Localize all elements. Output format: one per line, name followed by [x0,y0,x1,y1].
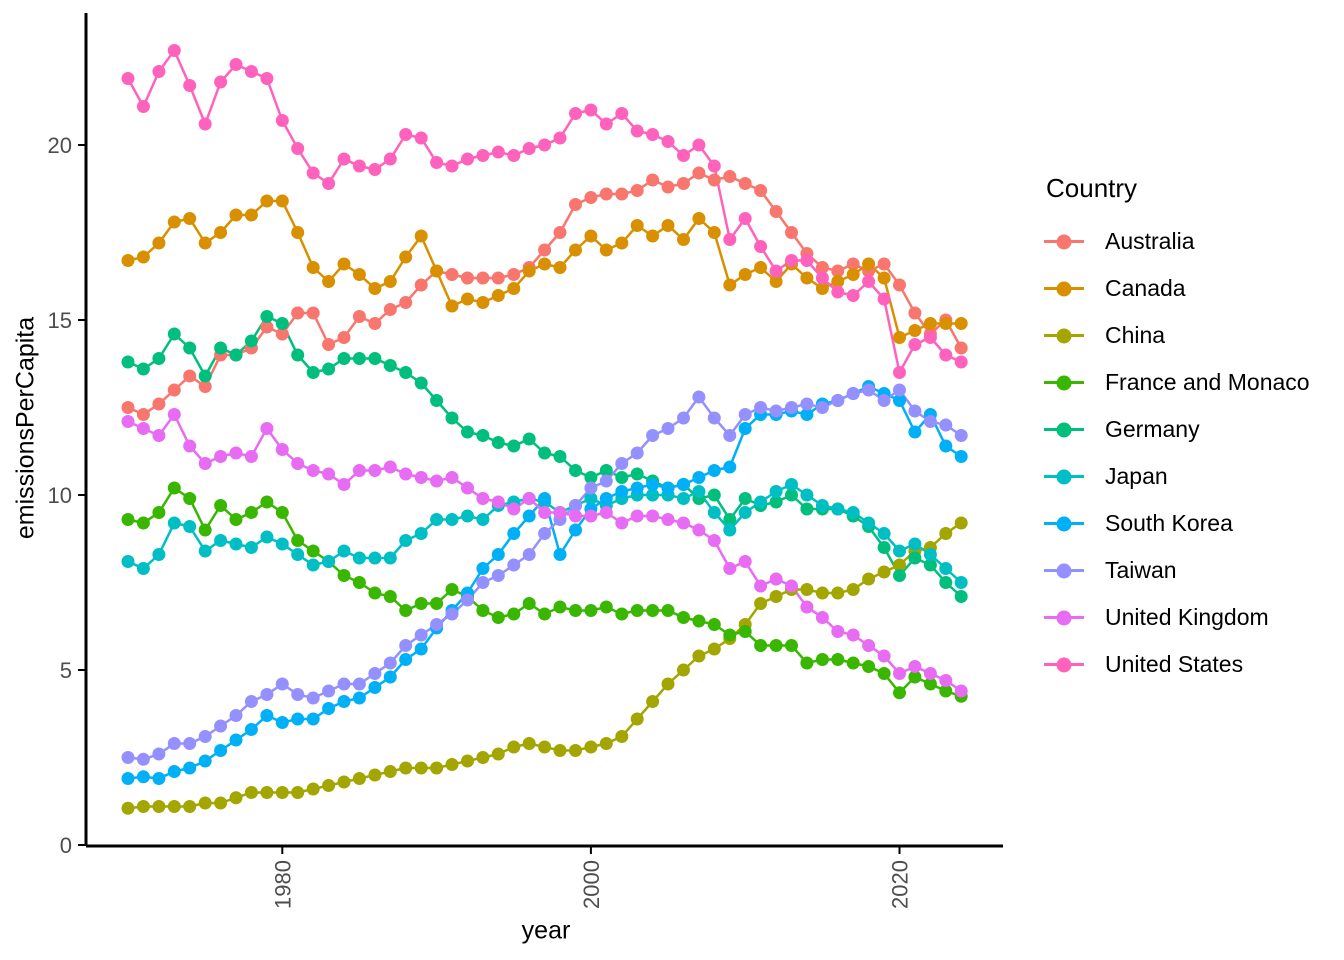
legend-item-south-korea: South Korea [1044,500,1342,547]
legend-item-label: Germany [1105,416,1200,442]
x-tick-label: 2000 [579,860,604,909]
legend-key-icon [1044,374,1084,392]
x-tick-label: 1980 [270,860,295,909]
legend-items: Australia Canada China France and Monaco Ger… [1044,218,1342,688]
legend-item-taiwan: Taiwan [1044,547,1342,594]
legend-title: Country [1046,173,1138,203]
x-axis-title: year [521,916,571,945]
legend-key-icon [1044,421,1084,439]
y-axis-title: emissionsPerCapita [11,316,40,540]
points-united-kingdom [121,408,968,698]
y-tick-label: 0 [60,833,72,858]
legend-item-china: China [1044,312,1342,359]
legend-key-icon [1044,468,1084,486]
points-germany [121,310,968,603]
legend-item-label: Japan [1105,463,1168,489]
legend-key-icon [1044,280,1084,298]
legend-item-label: China [1105,322,1166,348]
legend-item-germany: Germany [1044,406,1342,453]
legend-item-label: South Korea [1105,510,1233,536]
series-lines [126,48,963,810]
legend-item-france-and-monaco: France and Monaco [1044,359,1342,406]
y-tick-label: 20 [48,133,72,158]
legend-key-icon [1044,327,1084,345]
points-south-korea [121,380,968,785]
x-tick-label: 2020 [888,860,913,909]
points-china [121,516,968,815]
y-tick-label: 5 [60,658,72,683]
legend-item-label: France and Monaco [1105,369,1310,395]
points-france-and-monaco [121,481,968,703]
series-points [121,44,968,815]
y-tick-label: 10 [48,483,72,508]
legend-key-icon [1044,656,1084,674]
legend-item-label: United Kingdom [1105,604,1269,630]
points-australia [121,166,968,421]
legend-item-japan: Japan [1044,453,1342,500]
legend-item-united-kingdom: United Kingdom [1044,594,1342,641]
points-canada [121,194,968,344]
legend-key-icon [1044,515,1084,533]
points-taiwan [121,383,968,766]
legend-item-label: Taiwan [1105,557,1177,583]
legend-key-icon [1044,562,1084,580]
y-tick-label: 15 [48,308,72,333]
legend-item-label: Australia [1105,228,1195,254]
line-south-korea [127,385,962,780]
points-united-states [121,44,968,379]
chart-legend: Country Australia Canada China France and M… [1044,173,1342,688]
legend-key-icon [1044,233,1084,251]
axes: 0 5 10 15 20 1980 2000 2020 [48,13,1003,909]
legend-item-label: United States [1105,651,1244,677]
legend-item-canada: Canada [1044,265,1342,312]
legend-item-australia: Australia [1044,218,1342,265]
legend-item-label: Canada [1105,275,1186,301]
legend-item-united-states: United States [1044,641,1342,688]
legend-key-icon [1044,609,1084,627]
